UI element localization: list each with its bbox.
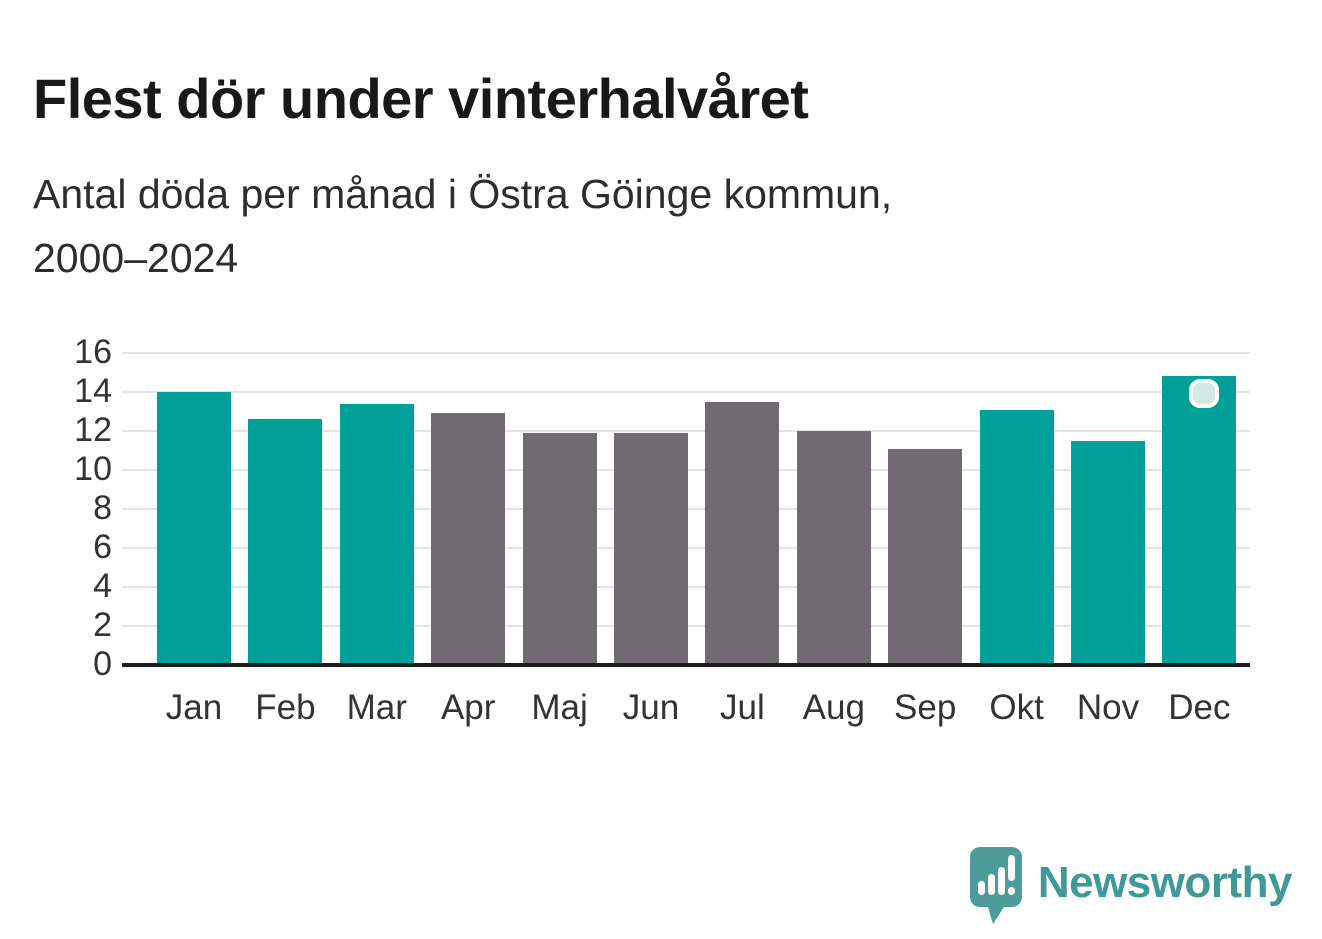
y-tick-label-2: 2 [93, 606, 112, 644]
y-tick-label-8: 8 [93, 489, 112, 527]
y-tick-label-12: 12 [74, 411, 112, 449]
exclamation-bar [1007, 855, 1015, 881]
chart-title: Flest dör under vinterhalvåret [33, 66, 809, 130]
x-tick-label-maj: Maj [531, 688, 588, 727]
bar-maj[interactable] [522, 432, 597, 665]
x-tick-label-apr: Apr [440, 688, 496, 727]
plot-area: 0 2 4 6 8 10 12 14 16 Jan Feb Mar Apr Maj Jun Jul Aug Sep… [74, 335, 1250, 725]
bar-mar[interactable] [339, 403, 414, 665]
newsworthy-logo[interactable]: Newsworthy [968, 845, 1293, 934]
bar-okt[interactable] [979, 409, 1054, 665]
mini-bar-2 [987, 874, 995, 895]
x-tick-label-feb: Feb [255, 688, 316, 727]
y-tick-label-16: 16 [74, 333, 112, 371]
latest-value-badge [1189, 379, 1220, 409]
gridline-y-14 [122, 391, 1250, 393]
x-tick-label-aug: Aug [802, 688, 865, 727]
y-tick-label-6: 6 [93, 528, 112, 566]
exclamation-dot [1007, 887, 1015, 895]
gridline-y-16 [122, 352, 1250, 354]
x-tick-label-jan: Jan [165, 688, 223, 727]
x-tick-label-nov: Nov [1076, 688, 1140, 727]
mini-bar-1 [977, 881, 985, 895]
bar-jul[interactable] [705, 401, 780, 665]
chart-subtitle: Antal döda per månad i Östra Göinge komm… [33, 171, 893, 281]
gridline-y-12 [122, 430, 1250, 432]
bar-aug[interactable] [796, 431, 871, 665]
y-tick-label-14: 14 [74, 372, 112, 410]
y-tick-label-10: 10 [74, 450, 112, 488]
x-tick-label-jul: Jul [720, 688, 765, 727]
newsworthy-speech-bubble-chart-icon [968, 845, 1024, 934]
bar-jun[interactable] [614, 432, 688, 665]
bar-jan[interactable] [157, 392, 231, 665]
x-axis-line [122, 663, 1250, 667]
x-tick-label-sep: Sep [894, 688, 957, 727]
y-tick-label-0: 0 [93, 645, 112, 683]
bar-apr[interactable] [431, 413, 506, 665]
x-tick-label-mar: Mar [346, 688, 407, 727]
x-tick-label-jun: Jun [622, 688, 680, 727]
bar-sep[interactable] [888, 448, 963, 665]
bar-nov[interactable] [1071, 440, 1145, 665]
bar-feb[interactable] [248, 419, 323, 665]
mini-bar-3 [997, 867, 1005, 895]
x-tick-label-okt: Okt [989, 688, 1044, 727]
y-tick-label-4: 4 [93, 567, 112, 605]
x-tick-label-dec: Dec [1168, 688, 1231, 727]
newsworthy-wordmark: Newsworthy [1037, 857, 1293, 907]
bar-dec[interactable] [1162, 376, 1237, 665]
